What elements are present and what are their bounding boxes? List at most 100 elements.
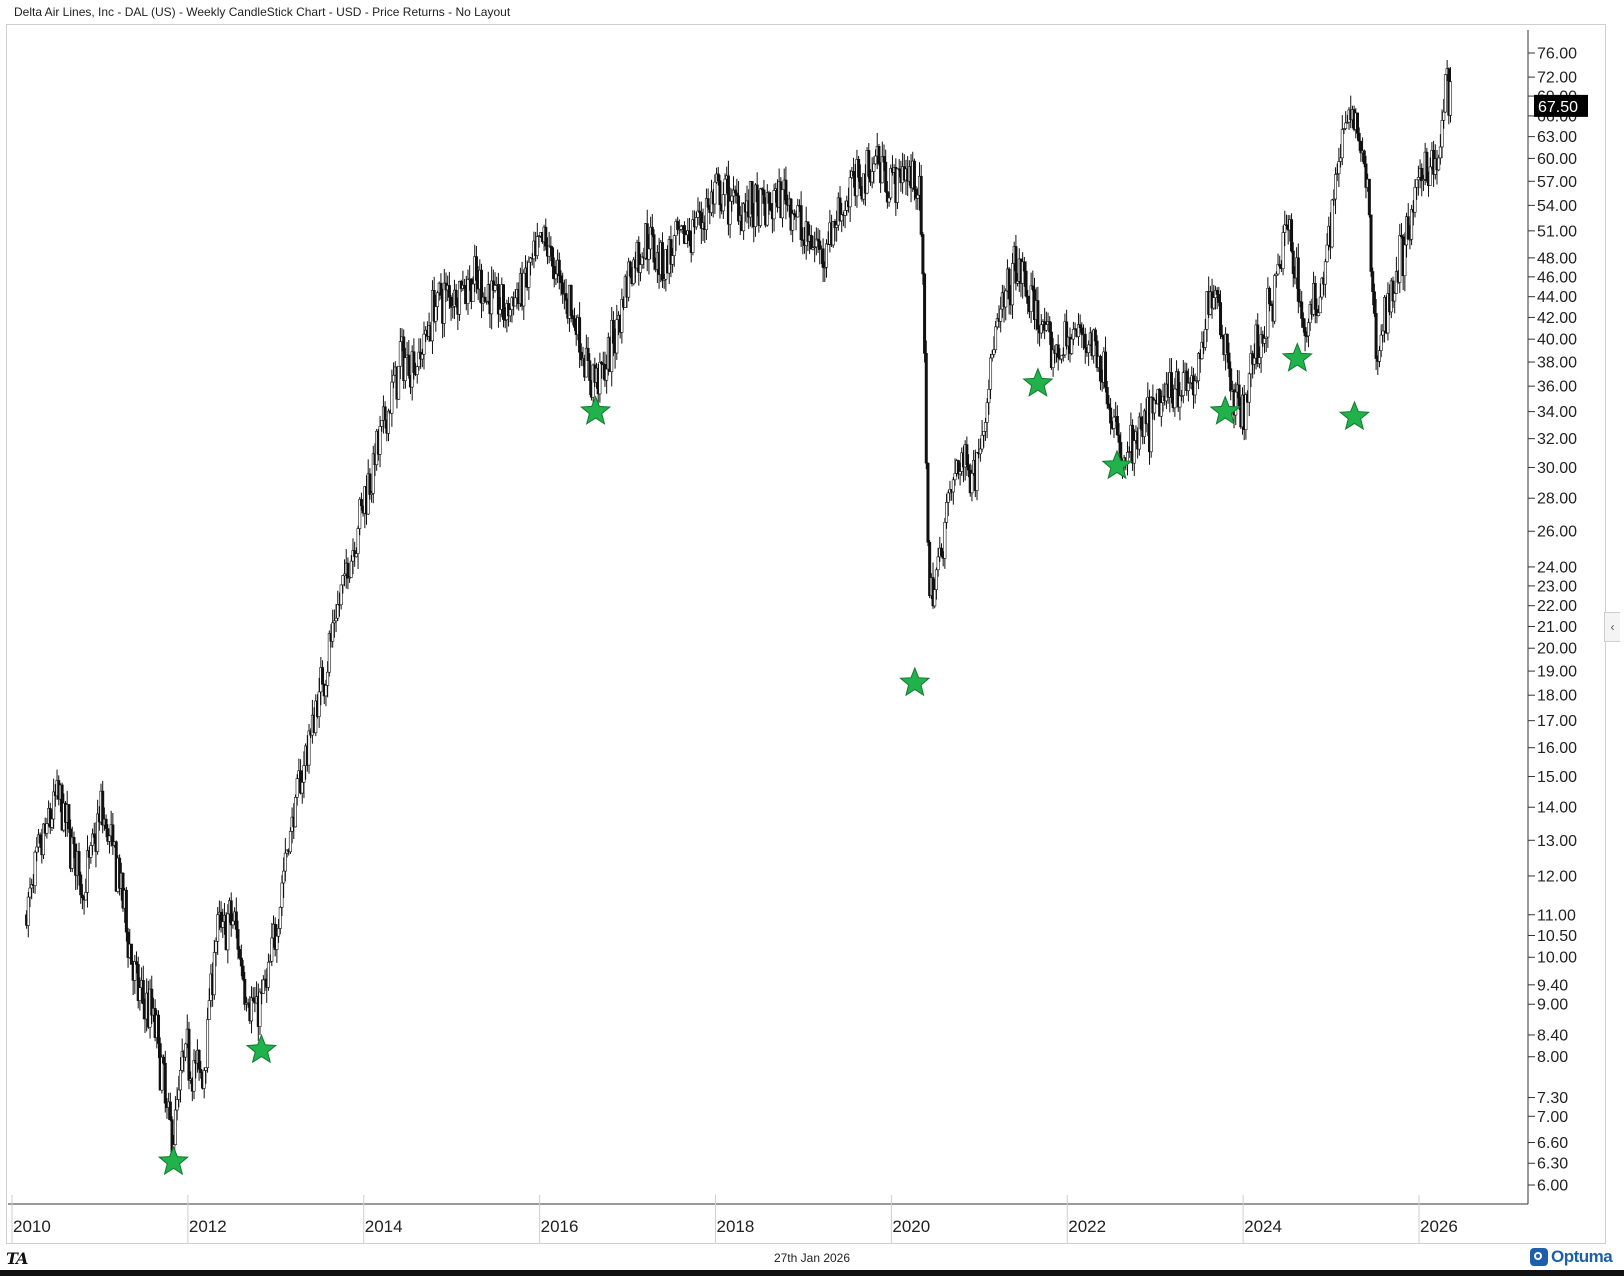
candle-body — [493, 285, 497, 291]
candle-body — [275, 935, 279, 950]
candle-body — [1107, 403, 1111, 409]
candle-body — [1219, 302, 1223, 336]
price-tick-label: 38.00 — [1537, 355, 1577, 372]
price-axis[interactable]: 76.0072.0069.0066.0063.0060.0057.0054.00… — [1528, 46, 1577, 1195]
price-tick-label: 6.00 — [1537, 1178, 1568, 1195]
star-marker[interactable] — [579, 395, 612, 425]
candle-body — [324, 685, 328, 697]
candle-body — [45, 823, 49, 834]
candle-body — [336, 604, 340, 619]
price-tick-label: 16.00 — [1537, 740, 1577, 757]
price-tick-label: 7.30 — [1537, 1090, 1568, 1107]
candle-body — [458, 280, 462, 315]
candle-body — [321, 667, 325, 685]
collapse-panel-button[interactable]: ‹ — [1604, 612, 1620, 642]
star-marker[interactable] — [157, 1145, 190, 1176]
star-marker[interactable] — [899, 666, 931, 697]
candle-body — [946, 492, 950, 503]
candle-body — [239, 957, 243, 967]
candle-body — [1139, 416, 1143, 430]
candle-body — [561, 282, 565, 295]
candle-body — [1215, 290, 1219, 295]
candle-body — [89, 845, 93, 858]
year-tick-label: 2020 — [892, 1217, 930, 1236]
candle-body — [1449, 81, 1453, 116]
candle-body — [1325, 244, 1329, 263]
candle-body — [277, 928, 281, 937]
chart-canvas[interactable]: 76.0072.0069.0066.0063.0060.0057.0054.00… — [0, 0, 1624, 1244]
price-tick-label: 42.00 — [1537, 310, 1577, 327]
star-marker[interactable] — [1209, 395, 1241, 425]
candle-body — [1137, 416, 1141, 450]
candle-body — [204, 1067, 208, 1071]
price-tick-label: 22.00 — [1537, 598, 1577, 615]
price-tick-label: 60.00 — [1537, 151, 1577, 168]
candle-body — [334, 617, 338, 622]
candle-body — [1217, 294, 1221, 303]
year-tick-label: 2018 — [717, 1217, 755, 1236]
candle-body — [843, 210, 847, 216]
candle-body — [584, 347, 588, 378]
candle-body — [877, 146, 881, 164]
candle-body — [970, 473, 974, 494]
candle-body — [1428, 166, 1432, 186]
candle-body — [1313, 282, 1317, 310]
candle-body — [1039, 324, 1043, 334]
candle-body — [278, 907, 282, 929]
low-markers — [157, 342, 1370, 1176]
star-marker[interactable] — [1022, 367, 1054, 397]
candle-body — [135, 961, 139, 965]
candle-body — [882, 156, 886, 163]
candle-body — [769, 203, 773, 211]
star-marker[interactable] — [1281, 342, 1313, 372]
candle-body — [1416, 177, 1420, 181]
star-marker[interactable] — [245, 1033, 278, 1064]
candle-body — [513, 297, 517, 307]
candle-body — [867, 150, 871, 177]
candle-body — [1262, 338, 1266, 344]
candle-body — [992, 349, 996, 355]
candle-body — [1443, 74, 1447, 113]
candle-body — [1252, 357, 1256, 365]
candle-body — [671, 255, 675, 265]
price-tick-label: 28.00 — [1537, 491, 1577, 508]
candle-body — [79, 874, 83, 896]
candle-body — [1104, 351, 1108, 388]
candle-body — [1237, 384, 1241, 407]
candle-body — [1306, 322, 1310, 337]
price-tick-label: 18.00 — [1537, 688, 1577, 705]
price-tick-label: 40.00 — [1537, 332, 1577, 349]
star-marker[interactable] — [1101, 449, 1133, 480]
candle-body — [226, 913, 230, 951]
candle-body — [870, 171, 874, 183]
candle-body — [1229, 368, 1233, 392]
candle-body — [85, 850, 89, 893]
candle-body — [1281, 232, 1285, 269]
candle-body — [951, 479, 955, 493]
candle-body — [605, 368, 609, 381]
candle-body — [302, 765, 306, 783]
price-tick-label: 57.00 — [1537, 174, 1577, 191]
candle-body — [750, 181, 754, 215]
candle-body — [1065, 321, 1069, 347]
candle-body — [611, 320, 615, 344]
price-tick-label: 48.00 — [1537, 250, 1577, 267]
time-axis[interactable]: 2010 2012 2014 2016 2018 2020 2022 2024 2026 — [11, 1195, 1458, 1244]
candle-body — [784, 179, 788, 205]
candle-body — [713, 181, 717, 205]
footer-date: 27th Jan 2026 — [773, 1251, 851, 1265]
candle-body — [1440, 120, 1444, 148]
price-tick-label: 26.00 — [1537, 524, 1577, 541]
candle-body — [104, 818, 108, 829]
candle-body — [1266, 287, 1270, 338]
candle-body — [466, 279, 470, 304]
star-marker[interactable] — [1338, 400, 1370, 431]
candle-body — [1420, 167, 1424, 181]
candle-body — [434, 306, 438, 322]
candle-body — [1109, 407, 1113, 424]
candle-body — [229, 900, 233, 926]
candle-body — [1169, 372, 1173, 398]
candle-body — [1126, 452, 1130, 463]
candle-body — [1356, 112, 1360, 134]
candle-body — [821, 248, 825, 268]
